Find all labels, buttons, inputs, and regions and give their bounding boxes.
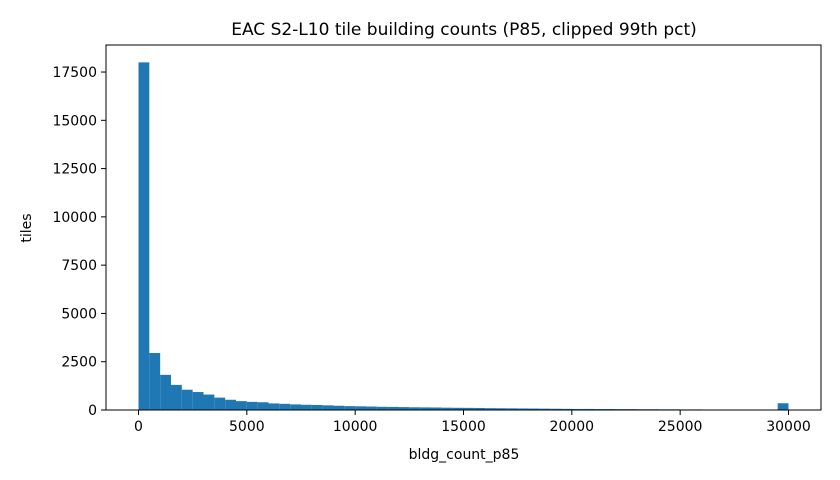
x-tick-label: 20000: [550, 419, 595, 435]
histogram-bar: [279, 403, 291, 410]
histogram-bar: [398, 407, 410, 410]
histogram-bar: [506, 408, 518, 410]
histogram-bar: [301, 404, 312, 410]
y-tick-label: 15000: [52, 113, 97, 129]
histogram-bar: [246, 401, 258, 410]
histogram-bar: [268, 403, 280, 410]
y-tick-label: 10000: [52, 210, 97, 226]
histogram-bar: [236, 401, 247, 410]
histogram-bar: [452, 407, 464, 410]
histogram-bar: [485, 408, 496, 410]
histogram-bar: [441, 407, 453, 410]
y-tick-label: 12500: [52, 162, 97, 178]
histogram-bar: [149, 353, 161, 410]
y-axis-ticks: 0 2500 5000 7500 10000 12500 15000 17500: [52, 65, 106, 419]
histogram-bar: [517, 408, 529, 410]
histogram-bar: [409, 407, 421, 410]
histogram-bar: [496, 408, 507, 410]
histogram-bar: [192, 392, 204, 410]
histogram-bar: [582, 408, 594, 410]
y-axis-label: tiles: [19, 213, 35, 242]
histogram-bar: [225, 399, 236, 410]
histogram-bar: [561, 408, 572, 410]
x-tick-label: 5000: [229, 419, 265, 435]
x-tick-label: 25000: [658, 419, 703, 435]
histogram-bar: [322, 405, 334, 410]
histogram-bar: [571, 408, 583, 410]
histogram-bar: [355, 406, 366, 410]
histogram-bar: [160, 374, 171, 410]
histogram-bar: [474, 407, 486, 410]
chart-title: EAC S2-L10 tile building counts (P85, cl…: [231, 20, 697, 40]
plot-frame: [105, 44, 822, 411]
histogram-bar: [214, 397, 226, 410]
histogram-bar: [138, 62, 150, 410]
x-tick-label: 10000: [333, 419, 378, 435]
x-axis-label: bldg_count_p85: [409, 447, 520, 463]
histogram-bar: [333, 405, 345, 410]
histogram-bar: [344, 406, 356, 410]
histogram-bar: [171, 384, 182, 410]
y-tick-label: 2500: [61, 355, 97, 371]
x-tick-label: 15000: [441, 419, 486, 435]
histogram-bar: [539, 408, 551, 410]
histogram-bar: [463, 407, 475, 410]
y-tick-label: 0: [88, 403, 97, 419]
y-tick-label: 17500: [52, 65, 97, 81]
histogram-bar: [387, 406, 399, 410]
histogram-bar: [366, 406, 377, 410]
y-tick-label: 5000: [61, 306, 97, 322]
histogram-bar: [777, 403, 789, 410]
histogram-bar: [431, 407, 442, 410]
bars-group: [138, 62, 789, 410]
histogram-bar: [550, 408, 561, 410]
histogram-bar: [290, 404, 301, 410]
x-tick-label: 30000: [766, 419, 811, 435]
histogram-bar: [528, 408, 540, 410]
histogram-bar: [420, 407, 431, 410]
histogram-bar: [311, 404, 323, 410]
histogram-bar: [257, 402, 269, 410]
histogram-bar: [181, 389, 193, 410]
histogram-bar: [203, 394, 215, 410]
x-axis-ticks: 0 5000 10000 15000 20000 25000 30000: [134, 410, 811, 435]
histogram-bar: [376, 406, 388, 410]
y-tick-label: 7500: [61, 258, 97, 274]
x-tick-label: 0: [134, 419, 143, 435]
